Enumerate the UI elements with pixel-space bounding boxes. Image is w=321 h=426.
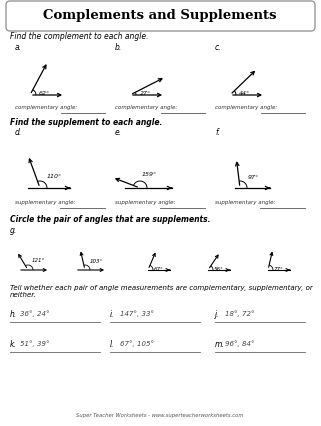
Text: k.: k. [10,340,17,349]
Text: 18°, 72°: 18°, 72° [225,310,255,317]
Text: f.: f. [215,128,220,137]
Text: supplementary angle:: supplementary angle: [115,200,175,205]
Text: 27°: 27° [140,91,151,96]
Text: b.: b. [115,43,122,52]
Text: 56°: 56° [214,267,224,272]
Text: Circle the pair of angles that are supplements.: Circle the pair of angles that are suppl… [10,215,211,224]
Text: 97°: 97° [247,175,258,180]
Text: complementary angle:: complementary angle: [15,105,77,110]
Text: 36°, 24°: 36°, 24° [20,310,49,317]
Text: 147°, 33°: 147°, 33° [120,310,154,317]
Text: supplementary angle:: supplementary angle: [15,200,75,205]
Text: Super Teacher Worksheets - www.superteacherworksheets.com: Super Teacher Worksheets - www.superteac… [76,413,244,418]
Text: 103°: 103° [90,259,103,264]
Text: 77°: 77° [273,267,283,272]
Text: j.: j. [215,310,220,319]
Text: complementary angle:: complementary angle: [215,105,277,110]
Text: h.: h. [10,310,17,319]
Text: a.: a. [15,43,22,52]
Text: 110°: 110° [46,174,61,179]
Text: 121°: 121° [32,258,45,263]
Text: l.: l. [110,340,115,349]
Text: e.: e. [115,128,122,137]
Text: 62°: 62° [39,91,50,96]
Text: 44°: 44° [239,91,250,96]
Text: d.: d. [15,128,22,137]
FancyBboxPatch shape [6,1,315,31]
Text: complementary angle:: complementary angle: [115,105,177,110]
Text: Find the complement to each angle.: Find the complement to each angle. [10,32,149,41]
Text: i.: i. [110,310,115,319]
Text: Find the supplement to each angle.: Find the supplement to each angle. [10,118,162,127]
Text: 51°, 39°: 51°, 39° [20,340,49,347]
Text: 67°, 105°: 67°, 105° [120,340,154,347]
Text: c.: c. [215,43,221,52]
Text: m.: m. [215,340,225,349]
Text: 159°: 159° [142,172,157,177]
Text: 67°: 67° [154,267,164,272]
Text: g.: g. [10,226,17,235]
Text: Complements and Supplements: Complements and Supplements [43,9,277,23]
Text: supplementary angle:: supplementary angle: [215,200,275,205]
Text: Tell whether each pair of angle measurements are complementary, supplementary, o: Tell whether each pair of angle measurem… [10,285,313,298]
Text: 96°, 84°: 96°, 84° [225,340,255,347]
